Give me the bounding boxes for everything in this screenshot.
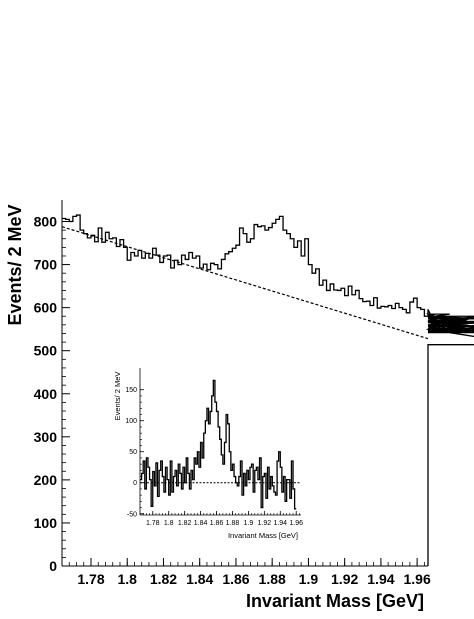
main-x-axis-label: Invariant Mass [GeV] [246,591,424,611]
inset-y-tick-label: 50 [129,449,137,456]
main-y-tick-label: 400 [34,386,58,402]
main-y-tick-label: 500 [34,343,58,359]
main-y-tick-label: 700 [34,257,58,273]
inset-x-tick-label: 1.88 [226,520,240,527]
main-x-tick-label: 1.84 [186,571,213,587]
main-x-tick-label: 1.82 [150,571,177,587]
inset-y-tick-label: 0 [133,480,137,487]
main-x-ticks: 1.78 1.8 1.82 1.84 1.86 1.88 1.9 1.92 1.94 1.96 [61,558,431,587]
inset-x-tick-label: 1.94 [273,520,287,527]
inset-x-axis-label: Invariant Mass [GeV] [228,531,298,540]
inset-histogram [140,379,297,510]
main-y-tick-label: 100 [34,515,58,531]
inset-x-tick-label: 1.92 [258,520,272,527]
inset-y-tick-label: 100 [125,418,137,425]
inset-x-tick-label: 1.82 [178,520,192,527]
inset-y-tick-label: -50 [127,511,137,518]
inset-x-tick-label: 1.84 [194,520,208,527]
main-y-tick-label: 0 [49,558,57,574]
main-x-tick-label: 1.92 [331,571,358,587]
main-x-tick-label: 1.9 [299,571,319,587]
main-histogram [62,214,474,566]
main-x-tick-label: 1.86 [222,571,249,587]
inset-y-axis-label: Events/ 2 MeV [113,372,122,421]
inset-x-ticks: 1.78 1.8 1.82 1.84 1.86 1.88 1.9 1.92 1.94 1.96 [139,511,303,527]
main-y-tick-label: 800 [34,214,58,230]
main-x-tick-label: 1.94 [367,571,394,587]
main-y-ticks: 0 100 200 300 400 500 600 700 800 [34,214,70,574]
main-y-tick-label: 300 [34,429,58,445]
main-fit-line [61,226,429,340]
main-x-tick-label: 1.96 [404,571,431,587]
main-x-tick-label: 1.8 [117,571,137,587]
inset-x-tick-label: 1.78 [146,520,160,527]
main-x-tick-label: 1.78 [77,571,104,587]
main-y-tick-label: 600 [34,300,58,316]
main-y-tick-label: 200 [34,472,58,488]
main-y-axis-label: Events/ 2 MeV [5,204,25,325]
inset-x-tick-label: 1.8 [164,520,174,527]
main-x-tick-label: 1.88 [259,571,286,587]
inset-x-tick-label: 1.96 [289,520,303,527]
inset-x-tick-label: 1.9 [244,520,254,527]
inset-y-ticks: -50 0 50 100 150 [125,387,144,518]
inset-x-tick-label: 1.86 [210,520,224,527]
inset-y-tick-label: 150 [125,387,137,394]
